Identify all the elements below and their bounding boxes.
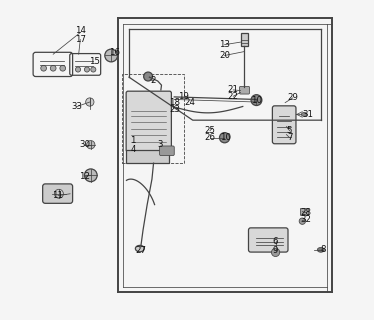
Ellipse shape	[317, 247, 324, 252]
Text: 10: 10	[251, 96, 262, 105]
Circle shape	[251, 95, 262, 106]
Circle shape	[220, 132, 230, 143]
Text: 8: 8	[321, 245, 326, 254]
Text: 27: 27	[135, 246, 146, 255]
Text: 26: 26	[205, 133, 215, 142]
Polygon shape	[126, 150, 169, 163]
Text: 13: 13	[219, 40, 230, 49]
Text: 11: 11	[52, 191, 64, 200]
Text: 23: 23	[169, 105, 180, 114]
Circle shape	[87, 140, 95, 149]
Text: 19: 19	[178, 92, 189, 101]
Text: 30: 30	[79, 140, 90, 149]
Text: 15: 15	[89, 57, 100, 66]
Text: 31: 31	[302, 110, 313, 119]
FancyBboxPatch shape	[160, 146, 174, 156]
Circle shape	[50, 65, 56, 71]
Ellipse shape	[301, 113, 307, 116]
Bar	[240, 33, 248, 46]
Bar	[122, 74, 184, 163]
Circle shape	[76, 67, 80, 72]
Text: 32: 32	[300, 215, 311, 224]
Text: 12: 12	[79, 172, 90, 181]
Text: 25: 25	[205, 126, 215, 135]
Text: 1: 1	[130, 136, 136, 145]
Circle shape	[86, 98, 94, 106]
Circle shape	[105, 49, 117, 62]
Ellipse shape	[135, 245, 144, 252]
Text: 22: 22	[228, 92, 239, 101]
Text: 29: 29	[287, 93, 298, 102]
Text: 10: 10	[220, 133, 231, 142]
Circle shape	[299, 218, 306, 224]
Text: 17: 17	[75, 35, 86, 44]
Text: 5: 5	[287, 126, 292, 135]
Text: 24: 24	[185, 98, 196, 107]
Circle shape	[85, 169, 97, 182]
Text: 4: 4	[130, 145, 136, 154]
Text: 7: 7	[287, 133, 292, 142]
Text: 16: 16	[109, 48, 120, 57]
Text: 33: 33	[71, 102, 83, 111]
Text: 28: 28	[300, 208, 311, 217]
Text: 6: 6	[273, 237, 278, 246]
Circle shape	[91, 67, 96, 72]
Text: 9: 9	[273, 246, 278, 255]
Text: 18: 18	[169, 98, 180, 107]
FancyBboxPatch shape	[272, 106, 296, 144]
Circle shape	[85, 67, 89, 72]
FancyBboxPatch shape	[126, 91, 171, 152]
Text: 2: 2	[151, 76, 156, 85]
Circle shape	[272, 248, 280, 257]
FancyBboxPatch shape	[240, 86, 249, 94]
FancyBboxPatch shape	[43, 184, 73, 203]
Text: 20: 20	[219, 51, 230, 60]
Text: 3: 3	[157, 140, 163, 149]
FancyBboxPatch shape	[248, 228, 288, 252]
Text: 14: 14	[75, 27, 86, 36]
Circle shape	[144, 72, 153, 81]
Circle shape	[60, 65, 65, 71]
Text: 21: 21	[228, 85, 239, 94]
FancyBboxPatch shape	[300, 208, 309, 215]
Circle shape	[41, 65, 46, 71]
